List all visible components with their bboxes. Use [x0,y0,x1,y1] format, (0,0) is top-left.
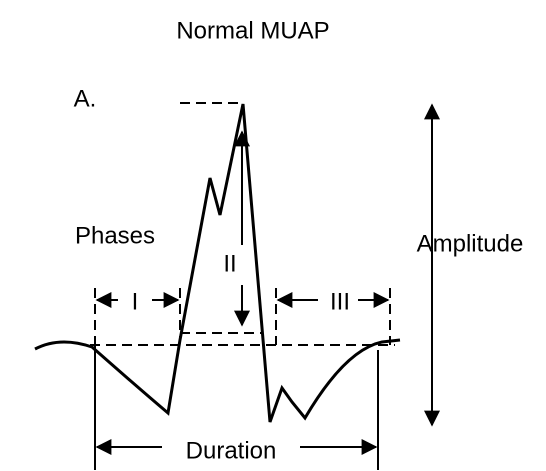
title: Normal MUAP [176,17,329,44]
phase-label: I [132,288,139,315]
waveform [34,103,401,423]
panel-label: A. [74,85,97,112]
phase-label: II [223,250,236,277]
phases-label: Phases [75,222,155,249]
duration-label: Duration [186,437,277,464]
phase-label: III [330,288,350,315]
